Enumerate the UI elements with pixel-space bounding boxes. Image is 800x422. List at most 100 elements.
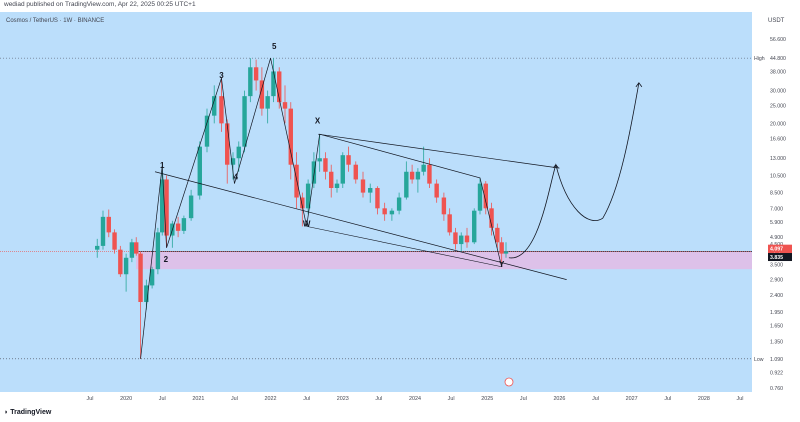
time-axis-background [0, 392, 800, 409]
candle-body [489, 208, 494, 228]
y-tick-label: 0.760 [770, 386, 783, 392]
candle-body [499, 242, 504, 254]
price-axis-background [752, 12, 800, 392]
logo-text: TradingView [10, 409, 52, 416]
candle-body [259, 80, 265, 109]
candle-body [375, 187, 380, 209]
candle-body [144, 285, 149, 302]
candle-body [294, 164, 299, 198]
candle-body [495, 227, 500, 243]
candle-body [334, 183, 340, 188]
y-tick-label: 3.500 [770, 262, 783, 268]
candle-body [197, 146, 202, 196]
x-tick-label: 2023 [337, 396, 349, 402]
y-tick-label: 4.900 [770, 235, 783, 241]
candle-body [212, 96, 217, 116]
x-tick-label: Jul [87, 396, 94, 402]
y-tick-label: 1.950 [770, 310, 783, 316]
tv-logo-icon: ◗ [4, 409, 9, 416]
candle-body [368, 187, 373, 193]
tradingview-logo: ◗ TradingView [4, 409, 51, 416]
candle-body [360, 179, 366, 193]
candle-body [138, 253, 143, 302]
wave-label-X: X [315, 116, 321, 125]
candle-body [282, 102, 288, 109]
candle-body [434, 183, 439, 198]
wave-label-W: W [303, 219, 311, 228]
y-tick-label: 25.000 [770, 103, 786, 109]
y-tick-label: 56.600 [770, 37, 786, 43]
candle-body [155, 232, 161, 270]
projection-path [508, 82, 640, 259]
y-tick-label: 13.000 [770, 156, 786, 162]
x-tick-label: 2024 [409, 396, 421, 402]
chart-title: Cosmos / TetherUS · 1W · BINANCE [6, 18, 104, 24]
candle-body [236, 146, 241, 159]
x-tick-label: Jul [520, 396, 527, 402]
x-tick-label: Jul [159, 396, 166, 402]
candle-body [188, 195, 194, 219]
candle-body [271, 71, 276, 97]
candle-body [149, 269, 155, 286]
y-tick-label: 7.000 [770, 206, 783, 212]
candle-body [389, 210, 395, 215]
current-price-label: 4.097 [770, 247, 783, 253]
projection-arrowhead [635, 82, 643, 88]
event-marker-icon[interactable] [504, 377, 514, 387]
wave-label-4: 4 [234, 172, 239, 181]
upper-trendline [318, 133, 560, 169]
x-tick-label: 2025 [481, 396, 493, 402]
x-tick-label: Jul [737, 396, 744, 402]
candle-body [175, 223, 181, 231]
candle-body [483, 183, 488, 209]
publisher-text: wediad published on TradingView.com, Apr… [4, 1, 196, 8]
candle-body [164, 179, 169, 236]
x-tick-label: Jul [448, 396, 455, 402]
candle-body [477, 183, 483, 211]
x-tick-label: Jul [231, 396, 238, 402]
y-tick-label: 10.500 [770, 174, 786, 180]
publisher-bar: wediad published on TradingView.com, Apr… [0, 0, 800, 12]
low-label: Low [754, 357, 764, 363]
y-tick-label: 1.650 [770, 323, 783, 329]
wave-label-2: 2 [164, 255, 169, 264]
candle-body [253, 67, 259, 81]
candle-body [242, 96, 247, 147]
support-zone [136, 251, 752, 270]
candle-body [129, 242, 135, 258]
y-tick-label: 0.922 [770, 370, 783, 376]
candle-body [415, 171, 421, 180]
candle-body [311, 161, 317, 184]
x-tick-label: Jul [303, 396, 310, 402]
candle-body [305, 183, 311, 209]
y-tick-label: 30.000 [770, 89, 786, 95]
candle-body [329, 171, 334, 188]
candle-body [340, 155, 345, 184]
wave-label-3: 3 [219, 71, 224, 80]
candle-body [118, 249, 123, 275]
lower-trendline [154, 171, 567, 280]
candle-body [265, 96, 270, 109]
candle-body [112, 232, 117, 250]
x-tick-label: Jul [592, 396, 599, 402]
candle-body [225, 123, 230, 165]
x-tick-label: Jul [375, 396, 382, 402]
candle-body [441, 197, 447, 215]
x-tick-label: 2020 [120, 396, 132, 402]
candle-body [95, 245, 100, 250]
candle-body [219, 96, 224, 124]
candle-body [382, 208, 387, 215]
x-tick-label: 2022 [265, 396, 277, 402]
candle-body [427, 164, 432, 184]
candle-body [123, 257, 129, 275]
candle-body [404, 171, 409, 198]
candle-body [353, 164, 358, 180]
candle-body [204, 115, 210, 147]
candle-body [396, 197, 402, 211]
currency-label: USDT [768, 18, 785, 24]
y-tick-label: 20.000 [770, 121, 786, 127]
support-level-label: 3.835 [770, 255, 783, 261]
y-tick-label: 44.800 [770, 56, 786, 62]
wave-label-5: 5 [272, 42, 277, 51]
